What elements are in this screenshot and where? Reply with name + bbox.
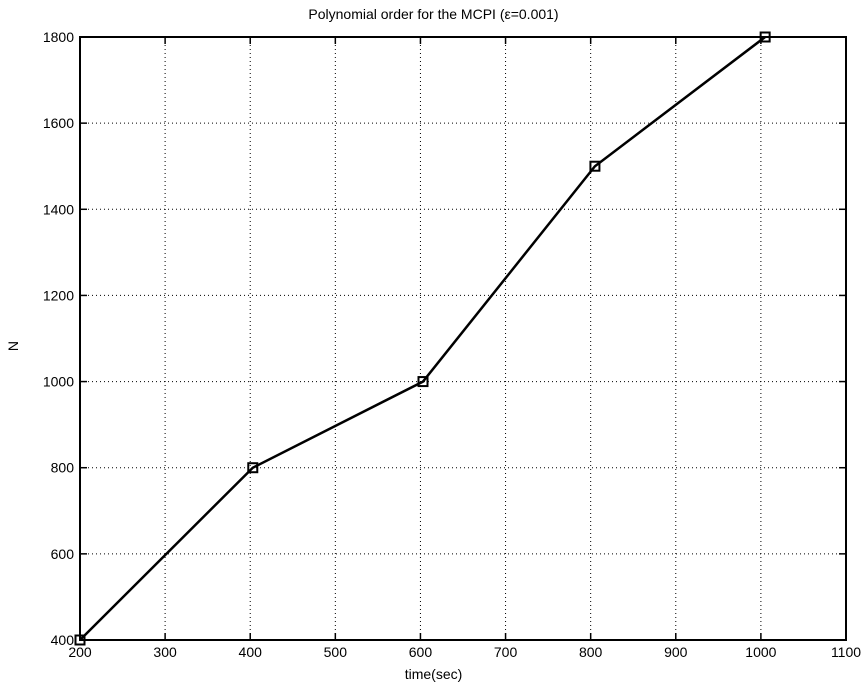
x-tick-label: 500 — [324, 644, 348, 660]
x-tick-label: 600 — [409, 644, 433, 660]
x-tick-label: 1000 — [745, 644, 776, 660]
y-tick-label: 1800 — [43, 29, 74, 45]
y-tick-label: 1200 — [43, 287, 74, 303]
x-tick-label: 700 — [494, 644, 518, 660]
x-tick-label: 400 — [239, 644, 263, 660]
data-point — [417, 376, 429, 388]
data-point — [759, 31, 771, 43]
y-tick-label: 600 — [51, 546, 75, 562]
series-line — [79, 36, 766, 641]
y-tick-label: 800 — [51, 460, 75, 476]
y-tick-label: 400 — [51, 632, 75, 648]
x-axis-label: time(sec) — [404, 666, 463, 682]
data-point — [589, 160, 601, 172]
x-tick-label: 800 — [579, 644, 603, 660]
x-tick-label: 1100 — [831, 644, 861, 660]
y-axis-label: N — [5, 340, 22, 352]
x-tick-label: 200 — [68, 644, 92, 660]
plot-area — [80, 37, 846, 640]
chart-title: Polynomial order for the MCPI (ε=0.001) — [308, 6, 559, 22]
x-tick-label: 900 — [664, 644, 688, 660]
y-tick-label: 1400 — [43, 201, 74, 217]
data-point — [74, 634, 86, 646]
x-tick-label: 300 — [153, 644, 177, 660]
axes-box — [79, 36, 847, 641]
y-tick-label: 1000 — [43, 374, 74, 390]
y-tick-label: 1600 — [43, 115, 74, 131]
data-point — [247, 462, 259, 474]
